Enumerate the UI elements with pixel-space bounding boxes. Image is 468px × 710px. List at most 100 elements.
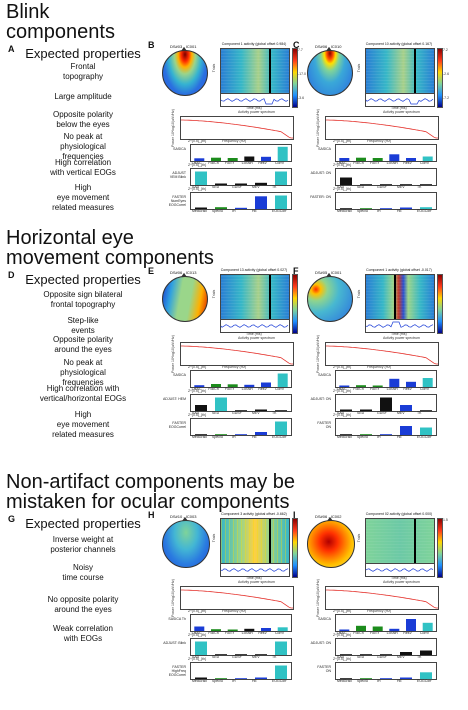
trials-axis-label: Trials	[357, 533, 362, 543]
feature-bars	[195, 397, 287, 411]
feature-category-label: SAD	[192, 185, 200, 189]
expected-property: High eye movement related measures	[52, 410, 114, 439]
feature-category-label: SAD	[337, 185, 345, 189]
feature-category-label: CorrV	[420, 161, 430, 165]
feature-bar-mev	[400, 184, 412, 185]
component-panel: F DS#05 - IC001 Component 1 activity (glob…	[293, 264, 445, 444]
feature-category-label: SpecSl	[212, 679, 224, 683]
feature-category-label: TK	[417, 411, 422, 415]
feature-category-label: LoSNR	[241, 387, 253, 391]
time-axis-label: Time (ms)	[246, 576, 262, 580]
feature-bar-losnr	[244, 384, 255, 388]
timecourse-plot	[365, 568, 434, 572]
feature-bar-resv	[406, 158, 416, 161]
feature-bar-chart	[190, 394, 292, 412]
frequency-axis-label: Frequency (Hz)	[367, 139, 392, 143]
feature-bar-corrv	[422, 622, 433, 632]
feature-category-label: SED	[212, 411, 220, 415]
feature-bar-specsl	[215, 207, 227, 209]
frequency-axis-label: Frequency (Hz)	[222, 609, 247, 613]
feature-category-label: HE	[252, 435, 257, 439]
feature-bar-he	[255, 432, 267, 435]
spectrum-line	[181, 345, 293, 365]
panel-letter: B	[148, 40, 155, 50]
z-threshold-label: Z^{0.5}_{th}	[333, 609, 352, 613]
component-id-label: DS#10 - IC003	[170, 514, 197, 519]
feature-bar-foctr	[372, 626, 383, 631]
feature-category-label: EOGCorr	[272, 209, 287, 213]
feature-bars	[194, 146, 288, 162]
feature-bar-sed	[360, 409, 372, 411]
panel-letter: E	[148, 266, 155, 276]
expected-property: Inverse weight at posterior channels	[50, 535, 116, 554]
scalp-topography	[162, 276, 208, 322]
erp-image-title: Component 02 activity (global offset 0.0…	[365, 512, 433, 516]
feature-category-label: TK	[272, 185, 277, 189]
feature-category-label: MEV	[397, 185, 405, 189]
timecourse-plot	[365, 98, 434, 105]
feature-bar-sad	[340, 654, 352, 655]
feature-row-label: SASICA Th	[168, 617, 186, 621]
feature-bar-chart	[190, 638, 292, 656]
scalp-topography	[162, 50, 208, 96]
feature-bar-chart	[335, 418, 437, 436]
timecourse-plot	[365, 321, 434, 328]
feature-bar-tk	[275, 410, 287, 411]
scalp-topography	[307, 520, 355, 568]
feature-category-label: LatAC	[191, 161, 202, 165]
feature-bar-sed	[215, 654, 227, 655]
feature-bar-latac	[194, 626, 205, 631]
feature-bar-latac	[339, 158, 350, 161]
feature-category-label: ResV	[403, 161, 412, 165]
feature-bar-sad	[195, 641, 207, 655]
color-scale-label: -2.6	[443, 72, 450, 76]
feature-category-label: LoSNR	[386, 631, 398, 635]
time-axis-label: Time (ms)	[391, 576, 407, 580]
nose-outline	[181, 47, 187, 51]
color-bar	[437, 518, 443, 578]
feature-bar-resv	[261, 628, 271, 631]
feature-bar-sad	[340, 409, 352, 411]
feature-bars	[340, 426, 432, 435]
feature-row-label: FASTER ON	[317, 421, 331, 429]
feature-bar-sad	[340, 177, 352, 185]
feature-bars	[195, 195, 287, 210]
time-axis-label: Time (ms)	[391, 332, 407, 336]
feature-category-label: MEV	[252, 411, 260, 415]
feature-category-label: LoSNR	[241, 161, 253, 165]
component-id-label: DS#03 - IC001	[170, 44, 197, 49]
feature-category-label: IH	[377, 679, 381, 683]
feature-category-label: IH	[232, 435, 236, 439]
feature-category-label: SpecSl	[357, 679, 369, 683]
event-marker-line	[414, 519, 416, 563]
time-axis-label: Time (ms)	[246, 106, 262, 110]
feature-category-label: GDSF	[377, 185, 387, 189]
time-axis-label: Time (ms)	[246, 332, 262, 336]
feature-bar-losnr	[389, 154, 400, 162]
z-threshold-label: Z^{0.5}_{th}	[188, 139, 207, 143]
power-spectrum	[180, 586, 294, 610]
expected-property: Large amplitude	[54, 92, 112, 101]
nose-outline	[326, 273, 332, 277]
feature-bar-chart	[335, 192, 437, 210]
feature-bar-medgrad	[195, 677, 207, 679]
z-threshold-label: Z^{0.5}_{th}	[333, 163, 352, 167]
feature-category-label: HE	[397, 679, 402, 683]
feature-category-label: SAD	[192, 655, 200, 659]
feature-bar-ih	[235, 434, 247, 435]
feature-category-label: MedGrad	[337, 435, 352, 439]
feature-bars	[195, 421, 287, 435]
color-scale-label: 7.2	[443, 48, 448, 52]
feature-bar-eogcorr	[275, 421, 287, 435]
erp-image	[220, 518, 290, 564]
nose-outline	[327, 517, 333, 521]
feature-bar-focch	[356, 157, 366, 161]
feature-bar-specsl	[215, 434, 227, 435]
feature-bar-chart	[335, 144, 437, 162]
frequency-axis-label: Frequency (Hz)	[367, 365, 392, 369]
feature-category-label: SED	[357, 411, 365, 415]
z-threshold-label: Z^{0.5}_{th}	[188, 187, 207, 191]
feature-bar-gdsf	[235, 654, 247, 655]
feature-bar-mev	[400, 652, 412, 655]
feature-category-label: FocCh	[353, 387, 364, 391]
